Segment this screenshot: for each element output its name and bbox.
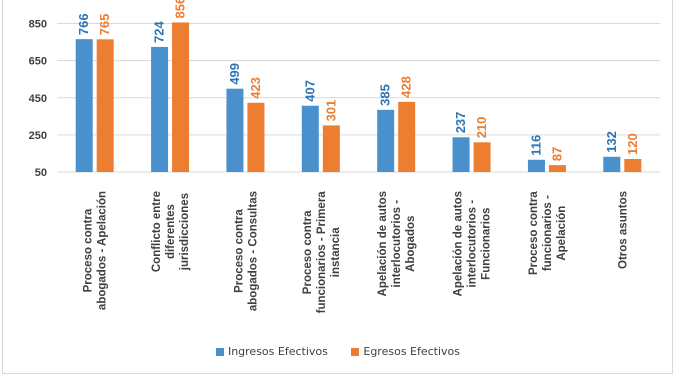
x-tick-label-line: Proceso contra bbox=[233, 209, 245, 293]
y-tick-label: 250 bbox=[29, 130, 47, 142]
y-tick-label: 50 bbox=[35, 167, 47, 179]
x-tick-label: Otros asuntos bbox=[617, 191, 629, 269]
x-tick-label: Proceso contra funcionarios - Apelación bbox=[528, 191, 568, 275]
data-label-egresos: 120 bbox=[625, 133, 640, 155]
bar-ingresos bbox=[527, 159, 545, 172]
legend-label-egresos: Egresos Efectivos bbox=[363, 345, 461, 358]
bar-ingresos bbox=[226, 88, 244, 172]
x-tick-label-line: abogados - Consultas bbox=[247, 191, 259, 311]
x-tick-label-line: interlocutorios - bbox=[391, 200, 403, 288]
bar-egresos bbox=[172, 22, 190, 172]
data-label-egresos: 301 bbox=[323, 100, 338, 122]
data-label-ingresos: 116 bbox=[528, 135, 543, 156]
legend-label-ingresos: Ingresos Efectivos bbox=[227, 345, 328, 358]
x-tick-label-line: abogados - Apelación bbox=[97, 191, 109, 310]
bar-ingresos bbox=[151, 46, 169, 172]
legend-swatch-egresos bbox=[351, 347, 360, 356]
x-tick-label-line: Proceso contra bbox=[83, 208, 95, 292]
x-tick-label-line: Apelación bbox=[556, 206, 568, 261]
data-label-egresos: 423 bbox=[248, 77, 263, 99]
x-tick-label-text: Apelación de autos interlocutorios - Aboga… bbox=[377, 191, 417, 296]
x-tick-label-text: Apelación de autos interlocutorios - Funci… bbox=[453, 191, 493, 296]
bar-egresos bbox=[624, 159, 642, 172]
x-tick-label-line: Abogados bbox=[405, 216, 417, 272]
data-label-ingresos: 499 bbox=[227, 63, 242, 85]
y-tick-label: 850 bbox=[29, 19, 47, 31]
x-tick-label-text: Proceso contra funcionarios - Apelación bbox=[528, 191, 568, 275]
x-tick-label: Proceso contra funcionarios - Primera inst… bbox=[302, 191, 342, 314]
bar-ingresos bbox=[75, 39, 93, 172]
x-tick-label-line: Funcionarios bbox=[481, 208, 493, 280]
x-tick-label-line: Apelación de autos bbox=[453, 191, 465, 296]
x-tick-label-text: Proceso contra abogados - Apelación bbox=[83, 191, 109, 310]
x-tick-label-line: Proceso contra bbox=[528, 191, 540, 275]
data-label-ingresos: 385 bbox=[378, 84, 393, 106]
y-tick-label: 450 bbox=[29, 93, 47, 105]
x-tick-label-text: Proceso contra abogados - Consultas bbox=[233, 191, 259, 311]
x-tick-label: Proceso contra abogados - Apelación bbox=[83, 191, 109, 310]
data-label-ingresos: 724 bbox=[152, 20, 167, 42]
data-label-egresos: 428 bbox=[399, 76, 414, 98]
data-label-ingresos: 132 bbox=[604, 131, 619, 153]
bar-egresos bbox=[322, 125, 340, 172]
data-label-egresos: 856 bbox=[173, 0, 188, 18]
bar-ingresos bbox=[377, 109, 395, 172]
y-tick-label: 650 bbox=[29, 56, 47, 68]
bar-egresos bbox=[398, 101, 416, 172]
x-tick-label-line: funcionarios - bbox=[542, 195, 554, 271]
x-tick-label: Conflicto entre diferentes jurisdicciones bbox=[151, 191, 191, 272]
x-tick-label-line: funcionarios - Primera bbox=[316, 191, 328, 314]
x-tick-label-line: interlocutorios - bbox=[467, 200, 479, 288]
x-tick-label-line: instancia bbox=[330, 227, 342, 277]
x-tick-label-line: Conflicto entre bbox=[151, 191, 163, 272]
x-tick-label-line: Proceso contra bbox=[302, 210, 314, 294]
data-label-ingresos: 766 bbox=[76, 13, 91, 35]
data-label-egresos: 210 bbox=[474, 117, 489, 139]
bar-egresos bbox=[473, 142, 491, 172]
x-tick-label: Apelación de autos interlocutorios - Funci… bbox=[453, 191, 493, 296]
legend-item-ingresos: Ingresos Efectivos bbox=[215, 345, 328, 358]
data-label-egresos: 87 bbox=[549, 147, 564, 161]
x-tick-label-text: Conflicto entre diferentes jurisdicciones bbox=[151, 191, 191, 272]
x-tick-label: Apelación de autos interlocutorios - Aboga… bbox=[377, 191, 417, 296]
data-label-ingresos: 407 bbox=[302, 80, 317, 102]
data-label-ingresos: 237 bbox=[453, 112, 468, 134]
x-tick-label: Proceso contra abogados - Consultas bbox=[233, 191, 259, 311]
bar-egresos bbox=[96, 39, 114, 173]
bar-ingresos bbox=[603, 156, 621, 172]
bar-ingresos bbox=[452, 137, 470, 172]
legend: Ingresos Efectivos Egresos Efectivos bbox=[0, 345, 676, 359]
x-tick-label-text: Otros asuntos bbox=[617, 191, 629, 269]
bar-egresos bbox=[548, 165, 566, 172]
x-tick-label-line: Apelación de autos bbox=[377, 191, 389, 296]
x-tick-label-line: Otros asuntos bbox=[617, 191, 629, 269]
x-tick-label-line: diferentes bbox=[165, 204, 177, 259]
x-tick-label-line: jurisdicciones bbox=[179, 193, 191, 271]
legend-item-egresos: Egresos Efectivos bbox=[351, 345, 460, 358]
bar-ingresos bbox=[301, 105, 319, 172]
data-label-egresos: 765 bbox=[97, 14, 112, 36]
bar-egresos bbox=[247, 102, 265, 172]
x-tick-label-text: Proceso contra funcionarios - Primera inst… bbox=[302, 191, 342, 314]
legend-swatch-ingresos bbox=[215, 347, 224, 356]
